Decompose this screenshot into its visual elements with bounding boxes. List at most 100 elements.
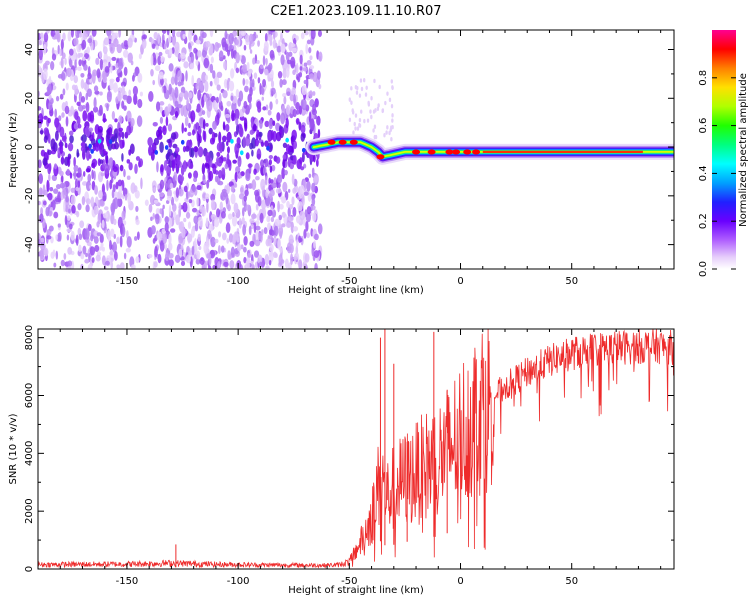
speckle-point (309, 55, 313, 61)
speckle-point (303, 163, 307, 169)
speckle-point (348, 97, 351, 102)
snr-series-line (38, 329, 674, 569)
speckle-point (242, 78, 246, 86)
speckle-point (251, 82, 255, 87)
speckle-point (217, 261, 221, 269)
y-tick-label: 40 (24, 43, 35, 56)
speckle-point (85, 252, 88, 258)
speckle-point (59, 144, 64, 155)
snr-axes: -150 -100 -50 0 50 0 2000 4000 6000 8000 (24, 325, 674, 587)
speckle-point (253, 222, 257, 234)
speckle-point (190, 227, 195, 238)
speckle-point (109, 240, 112, 251)
speckle-point (235, 88, 240, 98)
speckle-point (99, 91, 103, 96)
speckle-point (370, 96, 373, 101)
speckle-point (94, 185, 98, 195)
speckle-point (301, 147, 306, 153)
speckle-point (271, 164, 276, 172)
speckle-point (99, 233, 104, 244)
speckle-point (210, 236, 216, 248)
speckle-point (109, 78, 115, 83)
speckle-point (355, 90, 359, 95)
speckle-point (239, 116, 245, 121)
speckle-point (222, 55, 226, 60)
speckle-point (174, 100, 179, 108)
speckle-point (249, 142, 254, 150)
speckle-point (87, 37, 93, 44)
spectrogram-marks (38, 30, 674, 269)
speckle-point (258, 232, 262, 241)
speckle-point (152, 212, 155, 220)
speckle-point (125, 247, 131, 253)
speckle-point (253, 250, 260, 258)
speckle-point (284, 169, 288, 176)
speckle-point (38, 250, 43, 256)
speckle-point (181, 122, 184, 134)
speckle-point (141, 38, 147, 49)
colorbar-label: Normalized spectral amplitude (738, 73, 749, 227)
speckle-point (216, 112, 220, 121)
speckle-point (256, 59, 260, 64)
speckle-point (188, 140, 193, 149)
speckle-point (50, 61, 55, 71)
speckle-point (81, 134, 87, 143)
speckle-point (267, 130, 272, 143)
speckle-point (273, 225, 279, 237)
speckle-point (290, 135, 294, 146)
speckle-point (290, 43, 296, 48)
speckle-point (113, 197, 119, 210)
speckle-point (136, 115, 143, 127)
speckle-point (159, 240, 165, 252)
speckle-point (230, 138, 234, 144)
speckle-point (144, 199, 149, 206)
speckle-point (193, 177, 198, 183)
speckle-point (282, 154, 287, 160)
colorbar-tick-label: 0.4 (698, 165, 709, 181)
x-tick-label: -150 (116, 276, 139, 287)
speckle-point (57, 74, 63, 79)
speckle-point (119, 164, 124, 172)
speckle-point (128, 162, 133, 171)
speckle-point (228, 253, 232, 260)
speckle-point (177, 81, 182, 87)
speckle-point (301, 85, 307, 96)
speckle-point (94, 124, 100, 135)
speckle-point (386, 91, 389, 96)
speckle-point (314, 98, 319, 108)
speckle-point (67, 156, 71, 168)
speckle-point (159, 208, 163, 215)
speckle-point (53, 211, 59, 219)
speckle-point (86, 88, 92, 97)
speckle-point (215, 96, 219, 104)
speckle-point (163, 85, 167, 94)
speckle-point (99, 58, 104, 71)
speckle-point (208, 47, 213, 56)
speckle-point (194, 243, 198, 256)
speckle-point (265, 104, 269, 111)
speckle-point (391, 113, 394, 118)
speckle-point (295, 101, 300, 110)
speckle-point (270, 216, 275, 223)
speckle-point (50, 138, 56, 150)
speckle-point (248, 225, 252, 236)
speckle-point (83, 82, 87, 90)
speckle-point (153, 199, 159, 204)
speckle-point (160, 77, 164, 86)
speckle-point (264, 140, 269, 148)
speckle-point (82, 110, 88, 122)
speckle-point (134, 163, 138, 175)
speckle-point (225, 193, 229, 205)
speckle-point (105, 152, 108, 164)
speckle-point (77, 167, 82, 178)
speckle-point (38, 173, 44, 185)
speckle-point (121, 153, 124, 162)
speckle-point (287, 156, 291, 168)
speckle-point (388, 97, 392, 103)
speckle-point (311, 245, 315, 257)
speckle-point (60, 174, 64, 183)
speckle-point (265, 238, 271, 247)
speckle-point (235, 117, 239, 126)
speckle-point (110, 228, 115, 238)
speckle-point (180, 245, 184, 251)
